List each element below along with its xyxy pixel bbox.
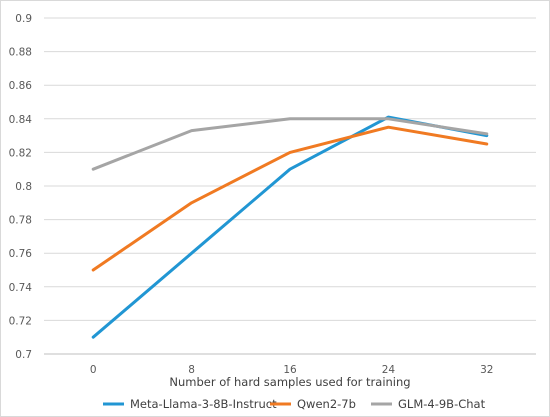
legend-label: GLM-4-9B-Chat (398, 397, 486, 411)
x-axis-ticks: 0 8 16 24 32 (90, 364, 494, 376)
x-tick-label: 8 (188, 364, 195, 376)
legend: Meta-Llama-3-8B-Instruct Qwen2-7b GLM-4-9B… (103, 397, 486, 411)
y-tick-label: 0.9 (15, 13, 32, 25)
y-tick-label: 0.78 (9, 215, 32, 227)
y-tick-label: 0.86 (9, 80, 33, 92)
y-tick-label: 0.76 (9, 248, 33, 260)
y-tick-label: 0.74 (9, 282, 33, 294)
series-lines (91, 115, 489, 339)
x-tick-label: 16 (283, 364, 297, 376)
series-line-2 (91, 125, 489, 272)
y-tick-label: 0.72 (9, 315, 32, 327)
y-tick-label: 0.84 (9, 114, 33, 126)
x-tick-label: 32 (480, 364, 493, 376)
y-tick-label: 0.7 (15, 349, 32, 361)
y-axis-ticks: 0.7 0.72 0.74 0.76 0.78 0.8 0.82 0.84 0.86 0.88 0.… (9, 13, 33, 361)
series-line-1 (91, 115, 489, 339)
y-tick-label: 0.8 (15, 181, 32, 193)
x-axis-title: Number of hard samples used for training (169, 375, 410, 389)
gridlines (44, 17, 536, 355)
series-line-3 (91, 117, 489, 171)
legend-label: Meta-Llama-3-8B-Instruct (130, 397, 277, 411)
legend-label: Qwen2-7b (297, 397, 356, 411)
y-tick-label: 0.82 (9, 147, 32, 159)
y-tick-label: 0.88 (9, 47, 32, 59)
x-tick-label: 24 (382, 364, 396, 376)
x-tick-label: 0 (90, 364, 97, 376)
